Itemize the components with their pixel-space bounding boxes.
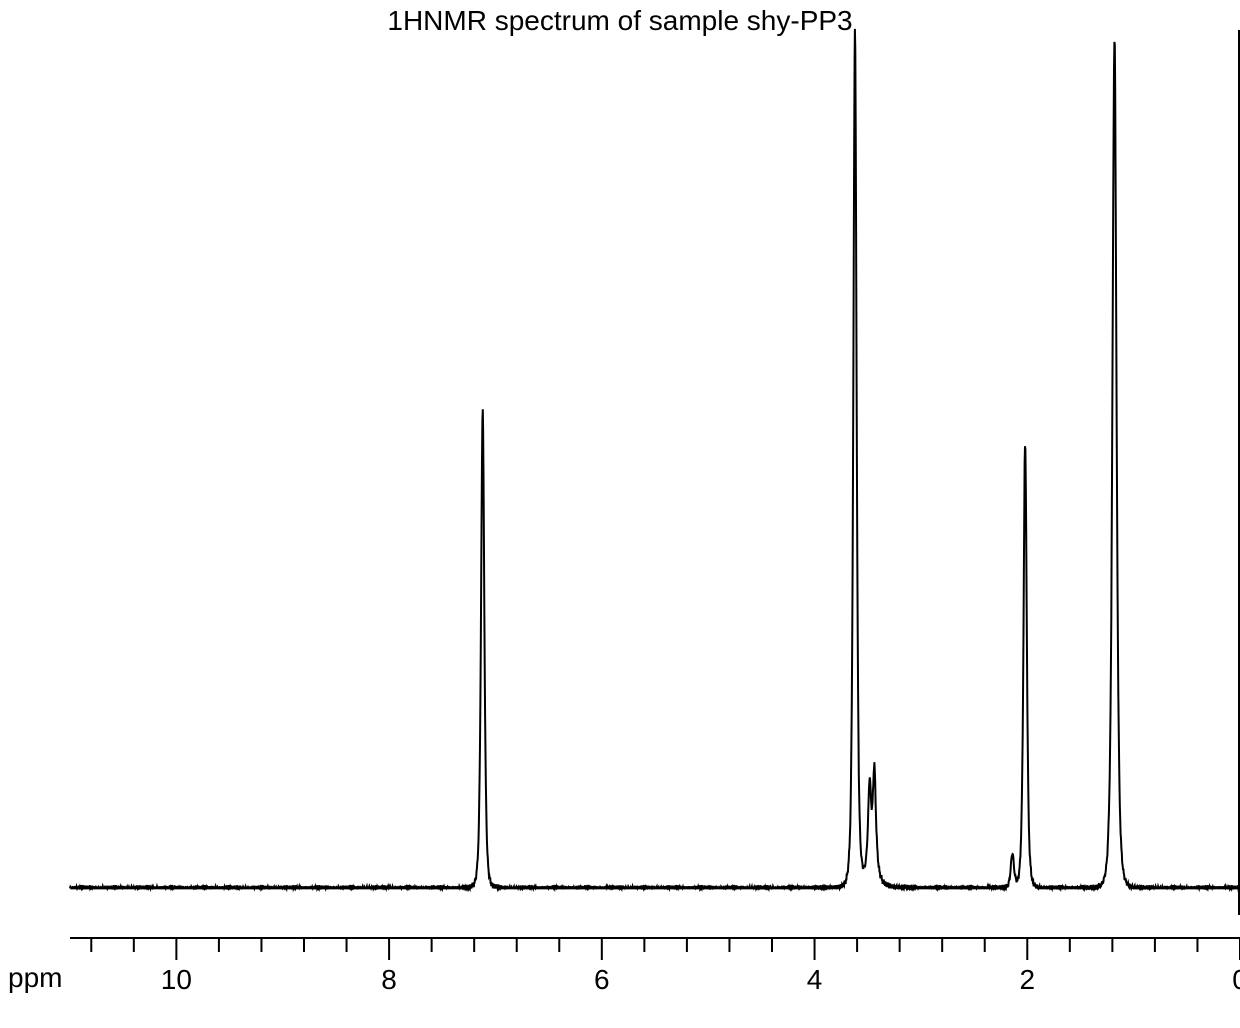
- x-tick-label: 6: [594, 964, 610, 996]
- x-tick-label: 0: [1232, 964, 1240, 996]
- plot-area: [70, 30, 1240, 915]
- spectrum-line: [70, 30, 1240, 915]
- nmr-chart: 1HNMR spectrum of sample shy-PP3 ppm 108…: [0, 0, 1240, 1028]
- x-axis-label: ppm: [8, 962, 62, 994]
- x-tick-label: 8: [381, 964, 397, 996]
- x-tick-label: 2: [1019, 964, 1035, 996]
- x-tick-label: 4: [807, 964, 823, 996]
- x-tick-label: 10: [161, 964, 192, 996]
- x-axis: [70, 938, 1240, 998]
